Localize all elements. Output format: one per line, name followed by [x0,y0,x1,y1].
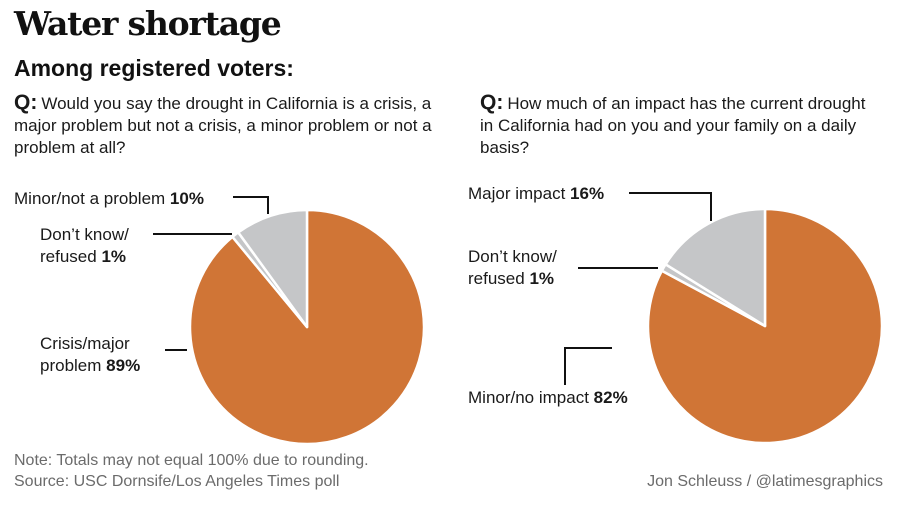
question-1-text: Would you say the drought in California … [14,94,432,157]
slice-label-text: Minor/not a problem [14,189,166,208]
slice-label-text: Major impact [468,184,566,203]
slice-label-minor-not-a-problem: Minor/not a problem 10% [14,188,204,210]
slice-label-crisis-major-problem: Crisis/major problem 89% [40,333,140,377]
slice-label-text: Crisis/major [40,334,130,353]
slice-label-text: refused [40,247,97,266]
pie-chart-daily-impact [646,207,884,445]
question-1-prefix: Q: [14,91,38,114]
slice-label-text: Don’t know/ [40,225,129,244]
slice-label-text: Don’t know/ [468,247,557,266]
slice-label-dont-know-refused-1: Don’t know/refused 1% [40,224,129,268]
slice-value: 16% [570,184,605,203]
pie-slice-major-impact [664,207,767,328]
slice-value: 89% [106,356,141,375]
slice-value: 82% [593,388,628,407]
slice-label-dont-know-refused-2: Don’t know/refused 1% [468,246,557,290]
question-2-text: How much of an impact has the current dr… [480,94,866,157]
slice-label-major-impact: Major impact 16% [468,183,604,205]
slice-label-text: Minor/no impact [468,388,589,407]
slice-label-text: problem [40,356,102,375]
leader-line-minor-no-impact [564,347,612,385]
slice-label-text: refused [468,269,525,288]
footnote: Note: Totals may not equal 100% due to r… [14,452,369,469]
pie-slice-minor-not-a-problem [236,208,309,329]
slice-value: 10% [169,189,204,208]
leader-line-minor-not-a-problem [233,196,269,214]
question-2-prefix: Q: [480,91,504,114]
source-line: Source: USC Dornsife/Los Angeles Times p… [14,473,340,490]
question-1: Q: Would you say the drought in Californi… [14,92,434,159]
slice-value: 1% [529,269,555,288]
pie-chart-drought-severity [188,208,426,446]
slice-label-minor-no-impact: Minor/no impact 82% [468,387,628,409]
leader-line-major-impact [629,192,712,221]
question-2: Q: How much of an impact has the current … [480,92,880,159]
chart-title: Water shortage [14,4,282,43]
slice-value: 1% [101,247,127,266]
chart-subtitle: Among registered voters: [14,55,294,81]
leader-lines [153,192,712,385]
credit-line: Jon Schleuss / @latimesgraphics [647,473,883,490]
